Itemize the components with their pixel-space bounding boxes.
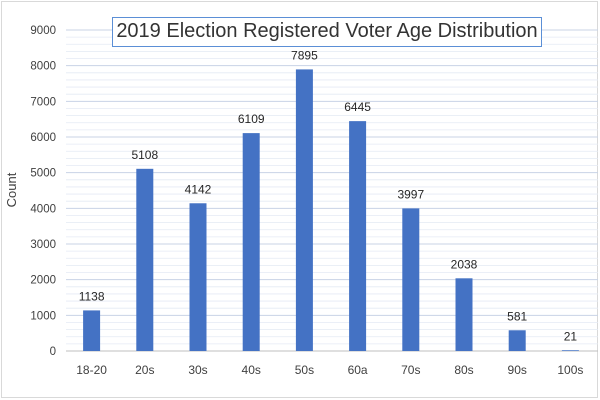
data-label: 7895 xyxy=(291,48,318,62)
data-label: 2038 xyxy=(451,257,478,271)
data-label: 5108 xyxy=(131,148,158,162)
y-tick-label: 0 xyxy=(50,346,56,358)
data-label: 3997 xyxy=(397,187,424,201)
data-labels: 1138 5108 4142 6109 7895 6445 3997 2038 581 21 xyxy=(79,48,578,343)
bar xyxy=(349,121,367,352)
x-tick-label: 40s xyxy=(242,363,261,377)
bar xyxy=(136,168,154,351)
y-tick-label: 2000 xyxy=(30,275,56,287)
data-label: 1138 xyxy=(79,289,105,303)
y-tick-label: 7000 xyxy=(30,96,56,108)
data-label: 6109 xyxy=(238,112,265,126)
data-label: 4142 xyxy=(185,182,212,196)
bar xyxy=(508,330,526,351)
y-tick-label: 5000 xyxy=(30,168,56,180)
x-tick-label: 60a xyxy=(348,363,368,377)
data-label: 21 xyxy=(564,329,578,343)
y-tick-label: 6000 xyxy=(30,132,56,144)
x-tick-label: 70s xyxy=(401,363,420,377)
y-axis: 0 1000 2000 3000 4000 5000 6000 7000 8000 9000 xyxy=(30,25,56,358)
y-tick-label: 8000 xyxy=(30,61,56,73)
x-tick-label: 50s xyxy=(295,363,314,377)
chart-title: 2019 Election Registered Voter Age Distr… xyxy=(112,17,542,47)
x-axis: 18-20 20s 30s 40s 50s 60a 70s 80s 90s 100s xyxy=(66,350,598,377)
y-axis-label: Count xyxy=(4,172,19,207)
y-tick-label: 9000 xyxy=(30,25,56,37)
y-tick-label: 4000 xyxy=(30,203,56,215)
data-label: 6445 xyxy=(344,100,371,114)
bar xyxy=(455,278,473,351)
x-tick-label: 80s xyxy=(454,363,473,377)
bars xyxy=(83,69,579,352)
y-tick-label: 1000 xyxy=(30,310,56,322)
bar xyxy=(83,310,101,351)
bar xyxy=(402,208,420,351)
x-tick-label: 30s xyxy=(188,363,207,377)
bar xyxy=(561,350,579,351)
x-tick-label: 20s xyxy=(135,363,154,377)
y-tick-label: 3000 xyxy=(30,239,56,251)
x-tick-label: 18-20 xyxy=(76,363,107,377)
x-tick-label: 100s xyxy=(557,363,583,377)
bar xyxy=(295,69,313,351)
x-tick-label: 90s xyxy=(508,363,527,377)
data-label: 581 xyxy=(507,309,527,323)
bar xyxy=(242,133,260,351)
bar xyxy=(189,203,207,351)
